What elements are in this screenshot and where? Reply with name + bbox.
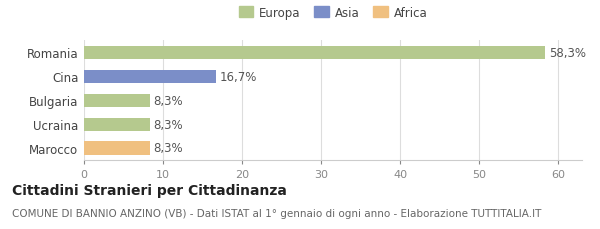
Text: COMUNE DI BANNIO ANZINO (VB) - Dati ISTAT al 1° gennaio di ogni anno - Elaborazi: COMUNE DI BANNIO ANZINO (VB) - Dati ISTA… bbox=[12, 208, 541, 218]
Legend: Europa, Asia, Africa: Europa, Asia, Africa bbox=[234, 2, 432, 24]
Text: 8,3%: 8,3% bbox=[154, 94, 183, 107]
Text: 58,3%: 58,3% bbox=[549, 47, 586, 60]
Bar bbox=[84, 71, 216, 84]
Text: 8,3%: 8,3% bbox=[154, 142, 183, 155]
Bar bbox=[84, 118, 149, 131]
Bar bbox=[84, 47, 545, 60]
Bar bbox=[84, 94, 149, 107]
Text: 8,3%: 8,3% bbox=[154, 118, 183, 131]
Bar bbox=[84, 142, 149, 155]
Text: 16,7%: 16,7% bbox=[220, 71, 257, 83]
Text: Cittadini Stranieri per Cittadinanza: Cittadini Stranieri per Cittadinanza bbox=[12, 183, 287, 197]
